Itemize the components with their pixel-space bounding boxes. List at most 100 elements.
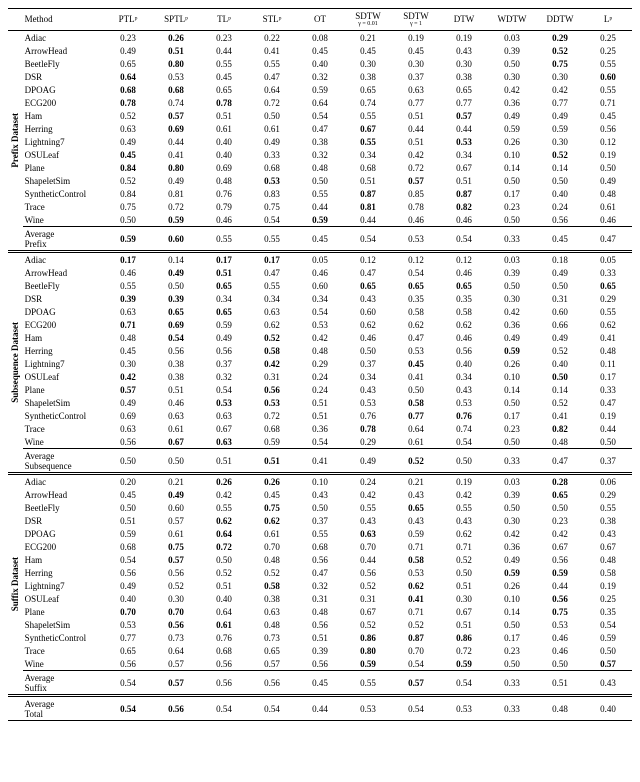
value-cell: 0.43	[392, 488, 440, 501]
value-cell: 0.47	[248, 266, 296, 279]
table-row: OSULeaf0.420.380.320.310.240.340.410.340…	[8, 370, 632, 383]
value-cell: 0.85	[392, 187, 440, 200]
value-cell: 0.49	[104, 579, 152, 592]
value-cell: 0.58	[440, 305, 488, 318]
value-cell: 0.43	[344, 514, 392, 527]
table-row: Trace0.650.640.680.650.390.800.700.720.2…	[8, 644, 632, 657]
value-cell: 0.56	[152, 344, 200, 357]
value-cell: 0.55	[344, 501, 392, 514]
value-cell: 0.54	[248, 213, 296, 227]
value-cell: 0.24	[536, 200, 584, 213]
value-cell: 0.61	[200, 122, 248, 135]
value-cell: 0.32	[296, 148, 344, 161]
value-cell: 0.72	[248, 409, 296, 422]
value-cell: 0.56	[440, 344, 488, 357]
value-cell: 0.38	[296, 135, 344, 148]
value-cell: 0.70	[104, 605, 152, 618]
value-cell: 0.34	[200, 292, 248, 305]
value-cell: 0.45	[104, 148, 152, 161]
value-cell: 0.54	[440, 435, 488, 449]
value-cell: 0.56	[200, 657, 248, 671]
value-cell: 0.79	[200, 200, 248, 213]
value-cell: 0.50	[488, 57, 536, 70]
value-cell: 0.49	[488, 553, 536, 566]
value-cell: 0.19	[584, 579, 632, 592]
value-cell: 0.39	[488, 488, 536, 501]
value-cell: 0.26	[488, 357, 536, 370]
value-cell: 0.49	[584, 174, 632, 187]
table-row: BeetleFly0.550.500.650.550.600.650.650.6…	[8, 279, 632, 292]
value-cell: 0.63	[104, 422, 152, 435]
value-cell: 0.75	[104, 200, 152, 213]
value-cell: 0.30	[344, 57, 392, 70]
value-cell: 0.49	[152, 266, 200, 279]
value-cell: 0.59	[104, 527, 152, 540]
method-cell: ECG200	[23, 540, 104, 553]
value-cell: 0.64	[296, 96, 344, 109]
value-cell: 0.75	[248, 501, 296, 514]
section-label: Prefix Dataset	[8, 31, 23, 252]
value-cell: 0.10	[488, 370, 536, 383]
value-cell: 0.58	[392, 305, 440, 318]
value-cell: 0.37	[200, 357, 248, 370]
value-cell: 0.44	[584, 422, 632, 435]
value-cell: 0.24	[344, 474, 392, 489]
value-cell: 0.46	[584, 213, 632, 227]
value-cell: 0.46	[440, 266, 488, 279]
value-cell: 0.61	[248, 122, 296, 135]
value-cell: 0.71	[104, 318, 152, 331]
value-cell: 0.33	[584, 383, 632, 396]
value-cell: 0.46	[104, 266, 152, 279]
value-cell: 0.45	[104, 344, 152, 357]
value-cell: 0.59	[440, 657, 488, 671]
value-cell: 0.56	[584, 122, 632, 135]
value-cell: 0.57	[104, 383, 152, 396]
value-cell: 0.82	[536, 422, 584, 435]
value-cell: 0.53	[392, 344, 440, 357]
value-cell: 0.55	[584, 501, 632, 514]
value-cell: 0.59	[536, 566, 584, 579]
method-cell: Adiac	[23, 474, 104, 489]
value-cell: 0.42	[392, 148, 440, 161]
value-cell: 0.51	[344, 174, 392, 187]
value-cell: 0.17	[488, 409, 536, 422]
value-cell: 0.72	[248, 96, 296, 109]
value-cell: 0.41	[536, 409, 584, 422]
method-cell: Herring	[23, 344, 104, 357]
method-cell: Lightning7	[23, 357, 104, 370]
value-cell: 0.23	[488, 200, 536, 213]
value-cell: 0.50	[536, 174, 584, 187]
value-cell: 0.50	[536, 279, 584, 292]
value-cell: 0.28	[536, 474, 584, 489]
method-cell: DSR	[23, 292, 104, 305]
value-cell: 0.50	[488, 618, 536, 631]
value-cell: 0.26	[488, 135, 536, 148]
value-cell: 0.08	[296, 31, 344, 45]
value-cell: 0.42	[344, 488, 392, 501]
method-cell: Lightning7	[23, 135, 104, 148]
table-row: Wine0.500.590.460.540.590.440.460.460.50…	[8, 213, 632, 227]
value-cell: 0.59	[536, 122, 584, 135]
value-cell: 0.56	[536, 213, 584, 227]
value-cell: 0.67	[440, 605, 488, 618]
value-cell: 0.39	[152, 292, 200, 305]
method-cell: ArrowHead	[23, 488, 104, 501]
value-cell: 0.52	[392, 618, 440, 631]
value-cell: 0.65	[152, 305, 200, 318]
value-cell: 0.17	[104, 252, 152, 267]
value-cell: 0.30	[488, 514, 536, 527]
value-cell: 0.80	[152, 57, 200, 70]
value-cell: 0.57	[152, 657, 200, 671]
value-cell: 0.43	[440, 44, 488, 57]
value-cell: 0.50	[536, 370, 584, 383]
value-cell: 0.75	[152, 540, 200, 553]
table-row: SyntheticControl0.840.810.760.830.550.87…	[8, 187, 632, 200]
value-cell: 0.68	[104, 540, 152, 553]
table-row: DSR0.390.390.340.340.340.430.350.350.300…	[8, 292, 632, 305]
table-row: Herring0.560.560.520.520.470.560.530.500…	[8, 566, 632, 579]
table-row: Lightning70.490.440.400.490.380.550.510.…	[8, 135, 632, 148]
value-cell: 0.45	[200, 70, 248, 83]
value-cell: 0.38	[152, 357, 200, 370]
value-cell: 0.63	[248, 305, 296, 318]
value-cell: 0.03	[488, 252, 536, 267]
